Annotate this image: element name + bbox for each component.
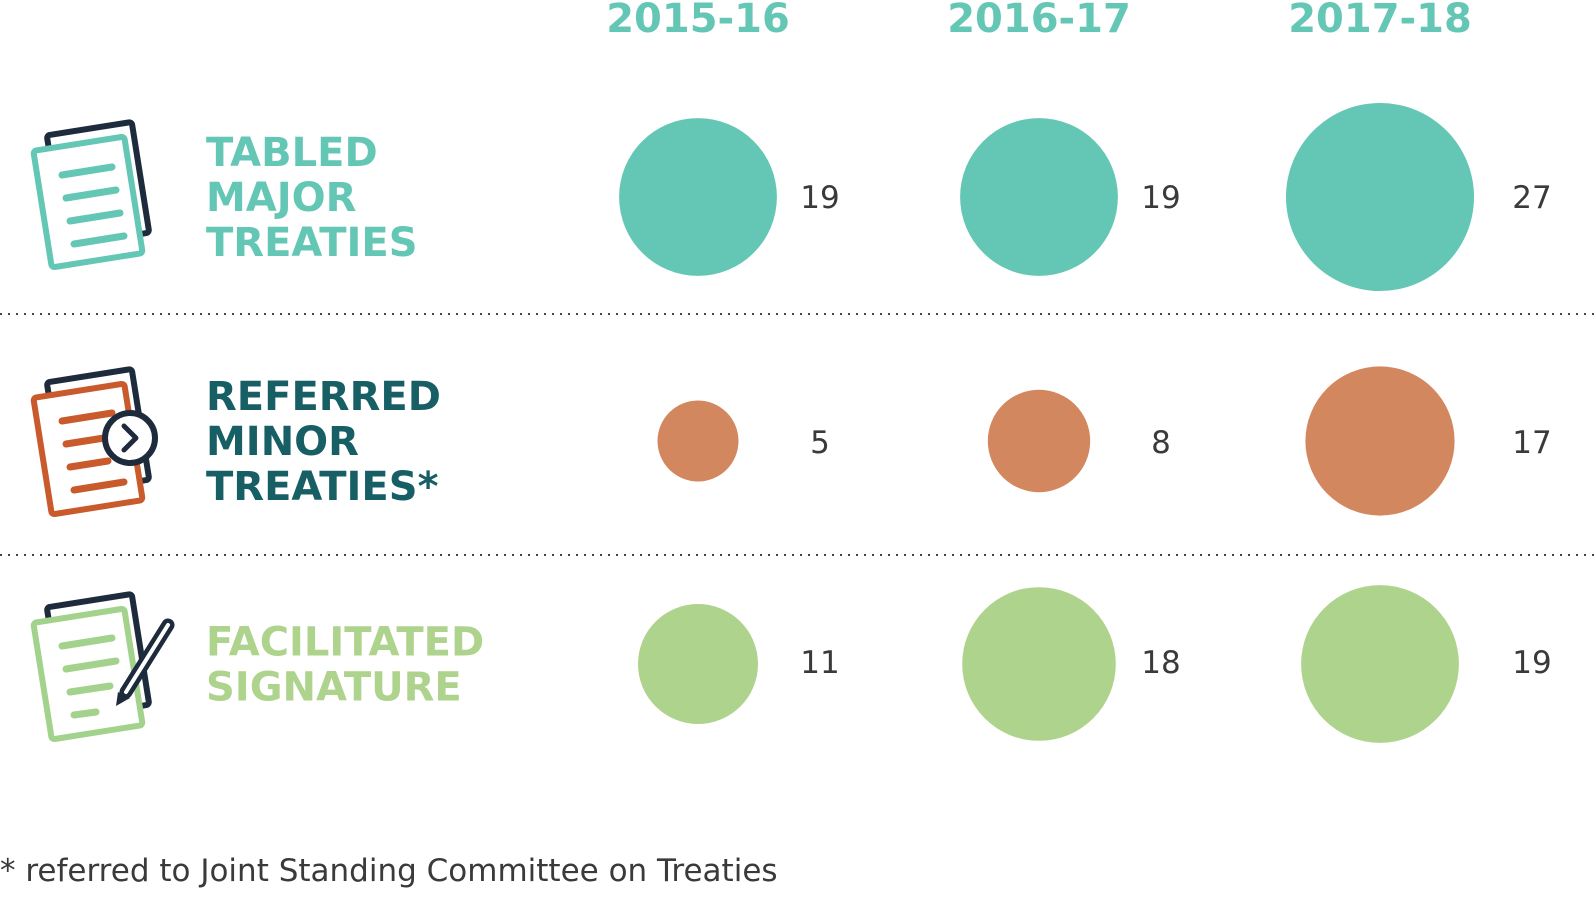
value-label-row1-col2: 17 — [1512, 425, 1551, 461]
bubble-row2-col1 — [962, 587, 1116, 741]
row-label-1: REFERRED MINOR TREATIES* — [206, 374, 441, 510]
document-stack-icon — [30, 119, 152, 271]
footnote: * referred to Joint Standing Committee o… — [0, 853, 778, 889]
value-label-row1-col1: 8 — [1151, 425, 1171, 461]
value-label-row2-col0: 11 — [800, 645, 839, 681]
bubble-row0-col0 — [619, 118, 777, 276]
value-label-row0-col1: 19 — [1141, 180, 1180, 216]
document-signature-icon — [30, 591, 175, 743]
row-label-line: REFERRED — [206, 374, 441, 420]
column-header-2017-18: 2017-18 — [1288, 0, 1472, 42]
row-label-line: TREATIES* — [206, 464, 439, 510]
column-header-2015-16: 2015-16 — [606, 0, 790, 42]
bubble-row0-col2 — [1286, 103, 1474, 291]
value-label-row0-col2: 27 — [1512, 180, 1551, 216]
document-referral-icon — [30, 366, 158, 518]
row-label-line: MAJOR — [206, 175, 356, 221]
value-label-row2-col1: 18 — [1141, 645, 1180, 681]
bubble-row1-col1 — [987, 389, 1091, 493]
row-label-line: MINOR — [206, 419, 359, 465]
row-label-line: TABLED — [206, 130, 378, 176]
column-header-2016-17: 2016-17 — [947, 0, 1131, 42]
value-label-row1-col0: 5 — [810, 425, 830, 461]
bubble-row0-col1 — [960, 118, 1118, 276]
bubble-row2-col2 — [1301, 585, 1459, 743]
bubble-row1-col0 — [657, 400, 739, 482]
row-label-0: TABLED MAJOR TREATIES — [206, 130, 418, 266]
value-label-row2-col2: 19 — [1512, 645, 1551, 681]
value-label-row0-col0: 19 — [800, 180, 839, 216]
row-label-line: FACILITATED — [206, 620, 484, 666]
bubble-row1-col2 — [1305, 366, 1455, 516]
row-label-line: TREATIES — [206, 220, 418, 266]
row-label-2: FACILITATED SIGNATURE — [206, 620, 484, 711]
row-label-line: SIGNATURE — [206, 665, 462, 711]
bubble-row2-col0 — [638, 604, 758, 724]
column-headers: 2015-16 2016-17 2017-18 — [606, 0, 1472, 42]
